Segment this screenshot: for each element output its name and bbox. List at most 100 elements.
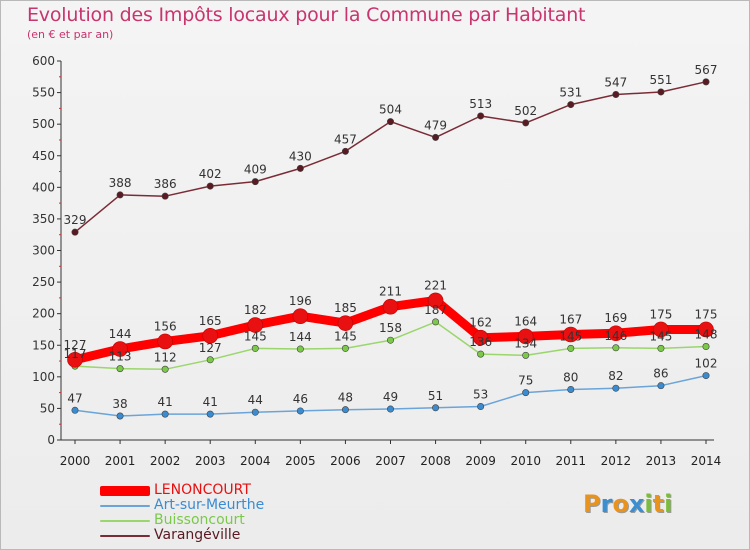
y-tick-label: 550 [32, 86, 55, 100]
data-label: 41 [158, 395, 173, 409]
data-label: 502 [514, 104, 537, 118]
series-varang-ville [71, 78, 710, 236]
data-point [161, 410, 169, 418]
data-label: 158 [379, 321, 402, 335]
y-tick-label: 50 [40, 401, 55, 415]
data-label: 196 [289, 294, 312, 308]
data-point [522, 119, 530, 127]
data-label: 156 [154, 319, 177, 333]
legend-item: Art-sur-Meurthe [100, 498, 264, 513]
data-point [206, 410, 214, 418]
data-label: 145 [649, 329, 672, 343]
data-point [702, 343, 710, 351]
data-point [116, 191, 124, 199]
x-tick-label: 2006 [330, 454, 361, 468]
data-point [341, 147, 349, 155]
data-point [567, 344, 575, 352]
data-point [432, 318, 440, 326]
data-point [161, 192, 169, 200]
y-tick-label: 500 [32, 117, 55, 131]
data-point [698, 321, 714, 338]
data-label: 145 [244, 329, 267, 343]
data-point [657, 382, 665, 390]
data-point [71, 228, 79, 236]
x-tick-label: 2010 [510, 454, 541, 468]
data-point [341, 406, 349, 414]
data-point [337, 315, 354, 331]
data-point [386, 405, 394, 413]
data-point [247, 317, 264, 333]
x-tick-label: 2008 [420, 454, 451, 468]
data-point [67, 351, 83, 368]
data-label: 44 [248, 393, 263, 407]
data-label: 127 [199, 341, 222, 355]
x-tick-label: 2003 [195, 454, 226, 468]
logo-letter: t [652, 490, 665, 518]
data-point [567, 385, 575, 393]
y-tick-label: 450 [32, 149, 55, 163]
data-label: 146 [604, 329, 627, 343]
data-point [71, 406, 79, 414]
data-point [296, 164, 304, 172]
data-label: 175 [649, 307, 672, 321]
data-point [206, 356, 214, 364]
legend-item: Buissoncourt [100, 513, 264, 528]
data-point [386, 118, 394, 126]
logo-letter: P [583, 490, 601, 518]
data-label: 38 [112, 397, 127, 411]
data-point [562, 326, 579, 343]
data-label: 144 [109, 327, 132, 341]
data-label: 547 [604, 75, 627, 89]
data-label: 144 [289, 330, 312, 344]
data-label: 402 [199, 167, 222, 181]
legend-swatch [100, 519, 150, 522]
data-point [296, 345, 304, 353]
data-label: 513 [469, 97, 492, 111]
data-label: 145 [559, 329, 582, 343]
legend-item: LENONCOURT [100, 483, 264, 498]
x-tick-label: 2011 [556, 454, 587, 468]
data-label: 409 [244, 163, 267, 177]
data-point [251, 178, 259, 186]
data-label: 102 [695, 357, 718, 371]
legend-item: Varangéville [100, 528, 264, 543]
data-point [612, 344, 620, 352]
data-label: 531 [559, 86, 582, 100]
data-point [202, 327, 219, 344]
data-point [427, 292, 444, 309]
data-label: 430 [289, 149, 312, 163]
data-point [612, 384, 620, 392]
y-tick-label: 300 [32, 244, 55, 258]
data-point [657, 344, 665, 352]
data-point [157, 333, 173, 350]
data-point [522, 351, 530, 359]
data-label: 504 [379, 103, 402, 117]
data-point [292, 308, 309, 324]
data-label: 388 [109, 176, 132, 190]
logo-letter: i [644, 490, 653, 518]
legend-swatch [100, 534, 150, 537]
x-tick-label: 2013 [646, 454, 677, 468]
chart-subtitle: (en € et par an) [27, 28, 114, 41]
data-point [472, 329, 489, 346]
data-label: 82 [608, 369, 623, 383]
data-label: 49 [383, 390, 398, 404]
data-label: 53 [473, 388, 488, 402]
data-point [517, 328, 534, 345]
data-point [161, 365, 169, 373]
data-label: 221 [424, 278, 447, 292]
x-tick-label: 2009 [465, 454, 496, 468]
x-tick-label: 2000 [60, 454, 91, 468]
data-label: 165 [199, 314, 222, 328]
data-point [116, 412, 124, 420]
data-label: 134 [514, 336, 537, 350]
y-tick-label: 350 [32, 212, 55, 226]
legend-label: Buissoncourt [154, 512, 245, 528]
legend-label: Art-sur-Meurthe [154, 497, 265, 513]
data-point [432, 404, 440, 412]
data-label: 145 [334, 329, 357, 343]
data-label: 187 [424, 303, 447, 317]
data-label: 567 [695, 63, 718, 77]
